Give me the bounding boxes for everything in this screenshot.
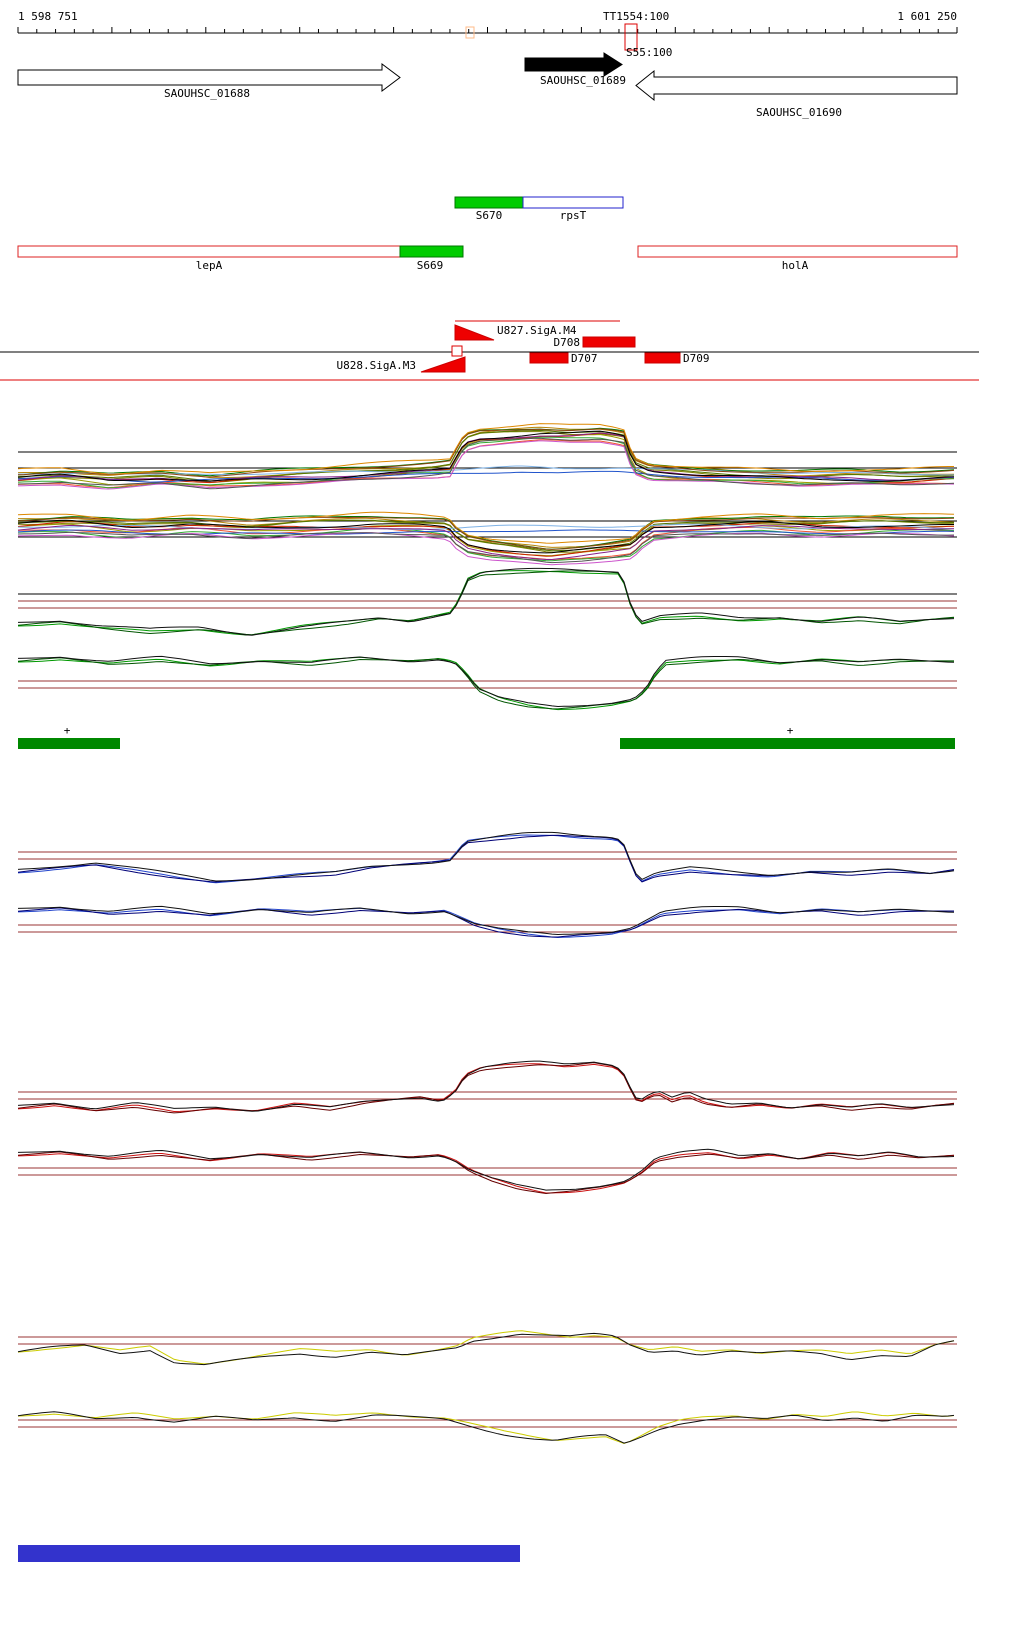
coverage-bundle-top-line-5	[17, 427, 955, 477]
motif-flag-label: U828.SigA.M3	[337, 359, 416, 372]
coverage-bundle-top-line-15	[17, 430, 955, 482]
gene-label: SAOUHSC_01689	[540, 74, 626, 87]
ruler-start-label: 1 598 751	[18, 10, 78, 23]
orf-label: rpsT	[560, 209, 587, 222]
ruler-end-label: 1 601 250	[897, 10, 957, 23]
coverage-bundle-bottom-line-13	[17, 511, 955, 544]
coverage-bundle-bottom-line-9	[17, 523, 955, 530]
motif-flag-U828.SigA.M3[interactable]	[420, 356, 466, 373]
blue-reverse-line-2	[17, 905, 955, 936]
motif-box-label: D707	[571, 352, 598, 365]
coverage-bundle-bottom-line-14	[17, 531, 955, 564]
orf-label: S669	[417, 259, 444, 272]
coverage-bundle-bottom-line-6	[17, 527, 955, 562]
motif-box-label: D709	[683, 352, 710, 365]
strand-plus-bar-1[interactable]	[620, 738, 955, 749]
orf-label: lepA	[196, 259, 223, 272]
yellow-reverse-line-0	[17, 1411, 955, 1445]
gene-label: SAOUHSC_01688	[164, 87, 250, 100]
coverage-bundle-top-line-13	[17, 423, 954, 475]
green-forward-line-2	[17, 567, 955, 636]
coverage-bundle-top-line-12	[17, 428, 955, 478]
coverage-bundle-bottom-line-1	[17, 523, 955, 557]
coverage-bundle-bottom-line-7	[18, 519, 955, 552]
motif-box-D707[interactable]	[529, 352, 569, 364]
gene-label: SAOUHSC_01690	[756, 106, 842, 119]
green-forward-line-0	[17, 570, 955, 636]
red-reverse-line-2	[17, 1148, 955, 1191]
gene-arrow-SAOUHSC_01688[interactable]	[17, 63, 401, 92]
bottom-selection-bar[interactable]	[18, 1545, 520, 1562]
orf-box-S669[interactable]	[399, 245, 464, 258]
strand-plus-sign: +	[64, 724, 71, 737]
blue-reverse-line-0	[17, 907, 954, 939]
coverage-bundle-bottom-line-5	[17, 515, 955, 550]
motif-box-D709[interactable]	[644, 352, 681, 364]
motif-flag-label: U827.SigA.M4	[497, 324, 577, 337]
ruler-minor-marker-box[interactable]	[465, 26, 475, 39]
yellow-forward-line-0	[17, 1330, 955, 1365]
green-forward-line-1	[17, 570, 955, 636]
green-reverse-line-2	[17, 655, 955, 708]
orf-box-S670[interactable]	[454, 196, 524, 209]
coverage-bundle-bottom-line-12	[17, 516, 955, 550]
blue-forward-line-2	[17, 831, 955, 882]
green-reverse-line-0	[17, 656, 954, 711]
gene-arrow-SAOUHSC_01689[interactable]	[524, 52, 623, 77]
red-forward-line-2	[17, 1060, 955, 1112]
red-forward-line-0	[17, 1063, 955, 1113]
green-reverse-line-1	[17, 657, 954, 710]
blue-reverse-line-1	[17, 907, 954, 938]
red-reverse-line-1	[17, 1151, 955, 1195]
orf-box-rpsT[interactable]	[522, 196, 624, 209]
yellow-forward-line-1	[17, 1332, 955, 1366]
gene-arrow-SAOUHSC_01690[interactable]	[635, 69, 958, 102]
motif-box-D708[interactable]	[582, 336, 636, 348]
yellow-reverse-line-1	[17, 1411, 955, 1444]
coverage-bundle-top-line-6	[17, 436, 954, 489]
motif-flag-U827.SigA.M4[interactable]	[454, 324, 495, 341]
coverage-bundle-top-line-4	[17, 439, 955, 489]
strand-plus-bar-0[interactable]	[18, 738, 120, 749]
ruler-annotation-label: TT1554:100	[603, 10, 669, 23]
orf-box-holA[interactable]	[637, 245, 958, 258]
ruler-marker-box[interactable]	[624, 23, 638, 51]
coverage-bundle-top-line-14	[17, 437, 955, 490]
coverage-bundle-top-line-8	[17, 470, 955, 483]
orf-box-lepA[interactable]	[17, 245, 401, 258]
orf-label: S670	[476, 209, 503, 222]
motif-open-box-0[interactable]	[451, 345, 463, 357]
red-reverse-line-0	[17, 1151, 955, 1194]
motif-box-label: D708	[554, 336, 581, 349]
coverage-bundle-bottom-line-10	[17, 524, 955, 560]
orf-label: holA	[782, 259, 809, 272]
coverage-bundle-bottom-line-15	[17, 519, 954, 554]
gene-tag-label: S55:100	[626, 46, 672, 59]
strand-plus-sign: +	[787, 724, 794, 737]
